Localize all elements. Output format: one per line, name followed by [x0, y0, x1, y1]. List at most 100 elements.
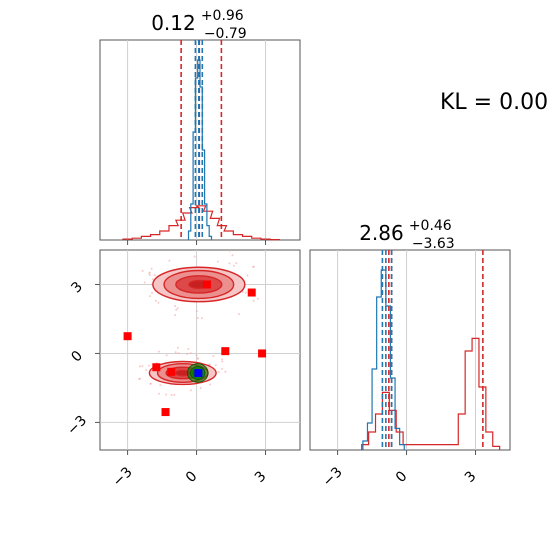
kl-annotation: KL = 0.00 [440, 90, 548, 115]
sample-speck [221, 358, 224, 361]
sample-speck [141, 364, 144, 367]
sample-speck [154, 299, 157, 302]
sample-speck [209, 383, 212, 386]
sample-speck [174, 314, 177, 317]
sample-speck [148, 274, 151, 277]
sample-speck [151, 292, 154, 295]
grid-lines [127, 40, 267, 245]
tick-label: −3 [64, 413, 90, 439]
sample-speck [159, 384, 162, 387]
sample-speck [221, 360, 224, 363]
joint-panel: −3 0 3 −3 0 3 [64, 249, 301, 490]
title-lower-error: −0.79 [204, 26, 247, 42]
sample-speck [189, 352, 192, 355]
sample-speck [165, 393, 168, 396]
tick-label: −3 [110, 464, 136, 490]
sample-speck [157, 301, 160, 304]
sample-speck [189, 389, 192, 392]
panel-title-param-2: 2.86 +0.46 −3.63 [359, 215, 457, 252]
sample-speck [195, 310, 198, 313]
sample-speck [246, 274, 249, 277]
sample-speck [141, 269, 144, 272]
sample-speck [224, 370, 227, 373]
sample-speck [231, 254, 234, 257]
red-marker [152, 363, 161, 372]
sample-speck [165, 354, 168, 357]
sample-speck [187, 347, 190, 350]
sample-speck [148, 364, 151, 367]
tick-label: −3 [320, 464, 346, 490]
sample-speck [174, 351, 177, 354]
sample-speck [217, 371, 220, 374]
sample-speck [168, 259, 171, 262]
tick-label: 0 [68, 348, 86, 366]
marginal-panel-param-2: −3 0 3 2.86 +0.46 −3.63 [309, 215, 511, 490]
sample-speck [233, 264, 236, 267]
sample-speck [157, 350, 160, 353]
histogram-series [362, 269, 405, 450]
sample-speck [149, 382, 152, 385]
marginal-panel-param-1: 0.12 +0.96 −0.79 [99, 5, 301, 245]
y-tick-labels: −3 0 3 [64, 279, 90, 439]
red-marker [123, 332, 132, 341]
x-tick-labels: −3 0 3 [320, 464, 480, 490]
sample-speck [212, 355, 215, 358]
panel-title-param-1: 0.12 +0.96 −0.79 [151, 5, 249, 42]
red-marker [247, 288, 256, 297]
quantile-lines [180, 40, 223, 240]
sample-speck [200, 317, 203, 320]
panel-frame [309, 249, 511, 451]
sample-speck [256, 297, 259, 300]
tick-label: 3 [462, 468, 480, 486]
sample-speck [235, 262, 238, 265]
red-marker [161, 408, 170, 417]
sample-speck [177, 352, 180, 355]
sample-speck [228, 262, 231, 265]
sample-speck [150, 267, 153, 270]
title-median: 0.12 [151, 11, 196, 35]
sample-speck [197, 357, 200, 360]
title-median: 2.86 [359, 221, 404, 245]
histogram-series [361, 337, 501, 450]
title-upper-error: +0.96 [201, 8, 244, 24]
sample-speck [174, 305, 177, 308]
sample-speck [176, 307, 179, 310]
sample-speck [241, 291, 244, 294]
sample-speck [208, 363, 211, 366]
sample-speck [214, 364, 217, 367]
sample-speck [252, 265, 255, 268]
sample-speck [252, 299, 255, 302]
sample-speck [157, 392, 160, 395]
sample-speck [221, 367, 224, 370]
density-contours [148, 266, 246, 386]
sample-speck [175, 308, 178, 311]
title-lower-error: −3.63 [412, 236, 455, 252]
sample-speck [244, 291, 247, 294]
tick-label: 3 [68, 279, 86, 297]
title-upper-error: +0.46 [409, 218, 452, 234]
histograms [361, 269, 501, 450]
sample-speck [138, 365, 141, 368]
sample-speck [145, 369, 148, 372]
tick-label: 3 [252, 468, 270, 486]
sample-speck [195, 354, 198, 357]
sample-speck [148, 271, 151, 274]
marker-points [123, 280, 267, 417]
blue-marker [194, 368, 203, 377]
grid-lines [337, 250, 477, 455]
sample-speck [143, 281, 146, 284]
sample-speck [138, 378, 141, 381]
tick-label: 0 [183, 468, 201, 486]
sample-speck [149, 295, 152, 298]
sample-speck [186, 352, 189, 355]
sample-speck [216, 260, 219, 263]
sample-speck [196, 317, 199, 320]
sample-speck [176, 346, 179, 349]
red-marker [202, 280, 211, 289]
x-tick-labels: −3 0 3 [110, 464, 270, 490]
sample-speck [173, 393, 176, 396]
histogram-series [122, 205, 280, 241]
sample-speck [170, 394, 173, 397]
red-marker [221, 347, 230, 356]
